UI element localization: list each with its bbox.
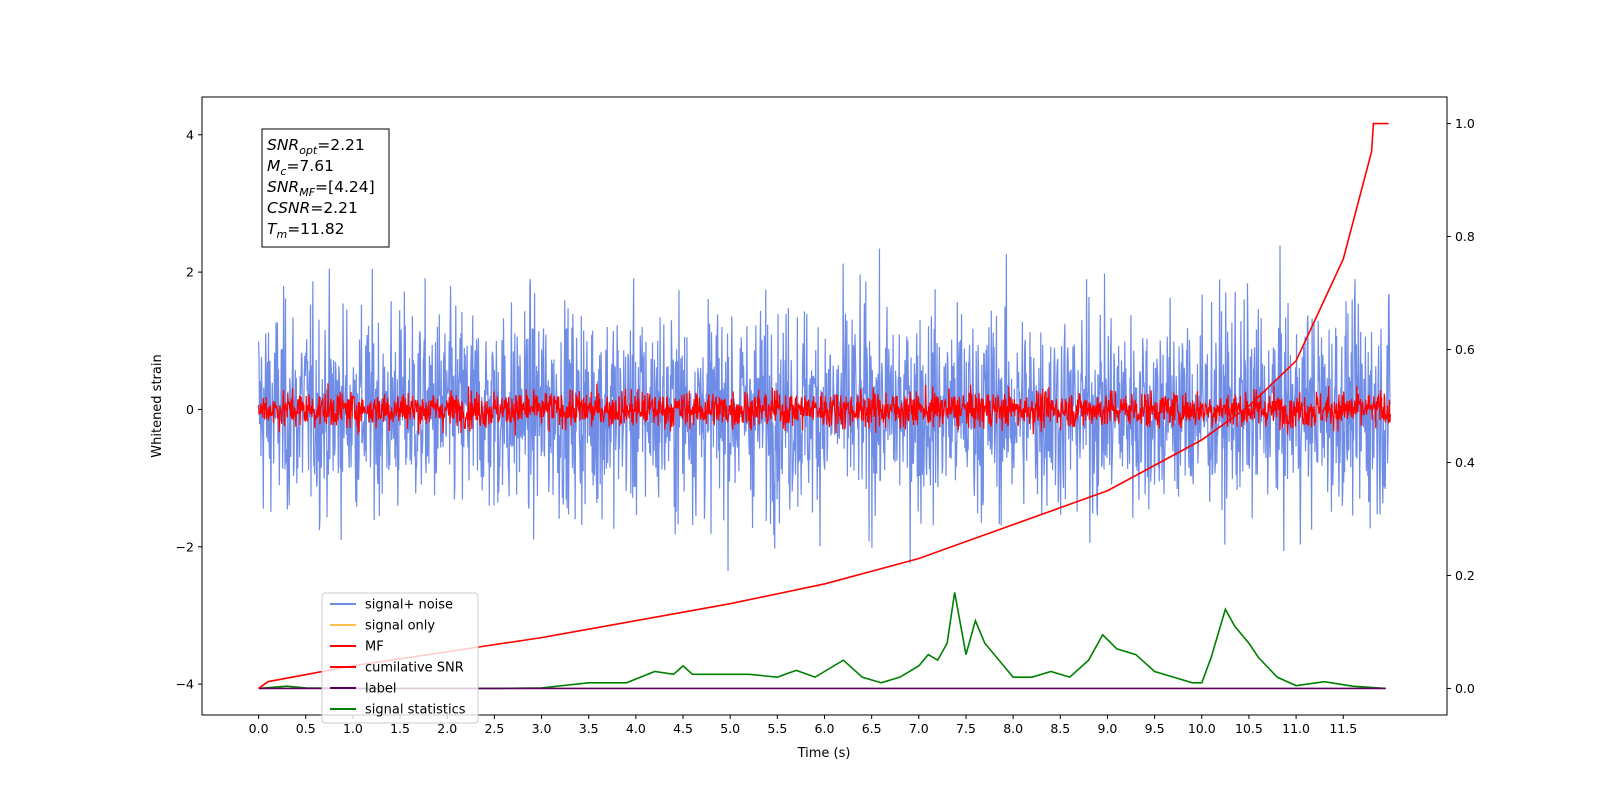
x-tick-label: 8.0 — [1003, 721, 1023, 736]
x-tick-label: 5.0 — [720, 721, 740, 736]
annotation-line: Tm=11.82 — [267, 220, 345, 241]
legend-label: signal only — [365, 619, 435, 634]
annotation-frame — [261, 128, 390, 248]
y-axis-right: 0.0 0.2 0.4 0.6 0.8 1.0 — [1447, 116, 1475, 696]
y2-tick-label: 0.0 — [1455, 681, 1475, 696]
annotation-line: Mc=7.61 — [267, 157, 334, 178]
annotation-line: SNRMF=[4.24] — [267, 178, 375, 199]
series-mf — [257, 383, 1392, 436]
y2-tick-label: 0.6 — [1455, 342, 1475, 357]
legend-label: signal+ noise — [365, 598, 453, 613]
x-tick-label: 4.5 — [673, 721, 693, 736]
x-axis: 0.0 0.5 1.0 1.5 2.0 2.5 3.0 3.5 4.0 4.5 5.0 5.5 6.0 6… — [249, 715, 1357, 736]
x-tick-label: 8.5 — [1050, 721, 1070, 736]
y2-tick-label: 0.2 — [1455, 568, 1475, 583]
y2-tick-label: 0.4 — [1455, 455, 1475, 470]
legend-label: label — [365, 682, 396, 697]
x-tick-label: 2.5 — [484, 721, 504, 736]
x-tick-label: 7.0 — [909, 721, 929, 736]
y-tick-label: −2 — [176, 539, 194, 554]
y-tick-label: 4 — [186, 127, 194, 142]
y-axis-left: −4 −2 0 2 4 — [176, 127, 202, 692]
x-tick-label: 3.0 — [532, 721, 552, 736]
x-tick-label: 5.5 — [767, 721, 787, 736]
legend-frame — [321, 592, 479, 724]
x-axis-label: Time (s) — [797, 746, 851, 761]
x-tick-label: 10.0 — [1188, 721, 1216, 736]
annotation-line: SNRopt=2.21 — [267, 136, 365, 157]
y-tick-label: 2 — [186, 265, 194, 280]
y2-tick-label: 1.0 — [1455, 116, 1475, 131]
y-tick-label: −4 — [176, 677, 194, 692]
x-tick-label: 9.5 — [1145, 721, 1165, 736]
x-tick-label: 6.5 — [862, 721, 882, 736]
x-tick-label: 7.5 — [956, 721, 976, 736]
x-tick-label: 2.0 — [437, 721, 457, 736]
y2-tick-label: 0.8 — [1455, 229, 1475, 244]
x-tick-label: 10.5 — [1235, 721, 1263, 736]
x-tick-label: 0.0 — [249, 721, 269, 736]
legend-label: signal statistics — [365, 703, 466, 718]
x-tick-label: 1.0 — [343, 721, 363, 736]
x-tick-label: 9.0 — [1098, 721, 1118, 736]
legend-label: cumilative SNR — [365, 661, 464, 676]
series-signal-statistics — [258, 592, 1386, 690]
x-tick-label: 3.5 — [579, 721, 599, 736]
x-tick-label: 11.5 — [1329, 721, 1357, 736]
legend-label: MF — [365, 640, 384, 655]
x-tick-label: 1.5 — [390, 721, 410, 736]
x-tick-label: 6.0 — [815, 721, 835, 736]
legend: signal+ noise signal only MF cumilative SNR… — [321, 592, 479, 724]
x-tick-label: 11.0 — [1282, 721, 1310, 736]
y-axis-label: Whitened strain — [150, 354, 165, 457]
y-tick-label: 0 — [186, 402, 194, 417]
series-signal-noise — [257, 245, 1392, 571]
x-tick-label: 4.0 — [626, 721, 646, 736]
x-tick-label: 0.5 — [296, 721, 316, 736]
annotation-line: CSNR=2.21 — [267, 199, 358, 217]
